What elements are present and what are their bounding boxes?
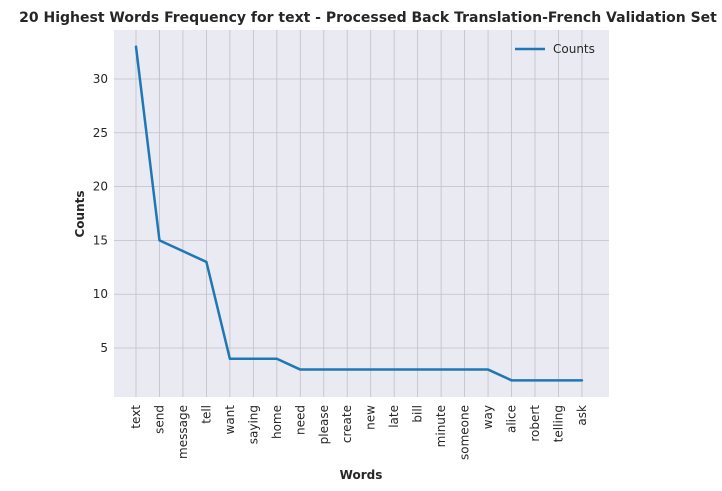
y-axis: 5 10 15 20 25 30: [93, 72, 108, 355]
x-tick-label: saying: [246, 405, 260, 444]
x-tick-label: create: [340, 405, 354, 443]
x-tick-label: bill: [411, 405, 425, 423]
y-tick-label: 20: [93, 180, 108, 194]
x-tick-label: want: [223, 405, 237, 435]
y-tick-label: 15: [93, 233, 108, 247]
x-tick-label: message: [176, 405, 190, 459]
y-tick-label: 10: [93, 287, 108, 301]
x-tick-label: home: [270, 405, 284, 439]
x-tick-label: way: [481, 405, 495, 429]
x-tick-label: someone: [458, 405, 472, 460]
plot-area: [114, 30, 609, 397]
chart-title: 20 Highest Words Frequency for text - Pr…: [19, 10, 717, 26]
series-line-counts: [134, 45, 584, 382]
y-tick-label: 25: [93, 126, 108, 140]
legend-label: Counts: [553, 42, 595, 56]
x-axis-label: Words: [340, 468, 383, 482]
x-tick-label: new: [364, 405, 378, 430]
x-tick-label: send: [152, 405, 166, 434]
series-layer: [134, 45, 584, 382]
x-tick-label: text: [129, 405, 143, 429]
grid-lines: [114, 30, 609, 397]
legend: Counts: [515, 42, 595, 56]
x-tick-label: please: [317, 405, 331, 444]
x-tick-label: robert: [528, 405, 542, 442]
y-axis-label: Counts: [73, 190, 87, 237]
x-tick-label: telling: [551, 405, 565, 442]
y-tick-label: 30: [93, 72, 108, 86]
x-axis: text send message tell want saying home need ple…: [129, 405, 589, 460]
x-tick-label: minute: [434, 405, 448, 447]
x-tick-label: alice: [505, 405, 519, 433]
x-tick-label: need: [293, 405, 307, 435]
x-tick-label: ask: [575, 405, 589, 426]
y-tick-label: 5: [100, 341, 108, 355]
x-tick-label: late: [387, 405, 401, 428]
x-tick-label: tell: [199, 405, 213, 424]
